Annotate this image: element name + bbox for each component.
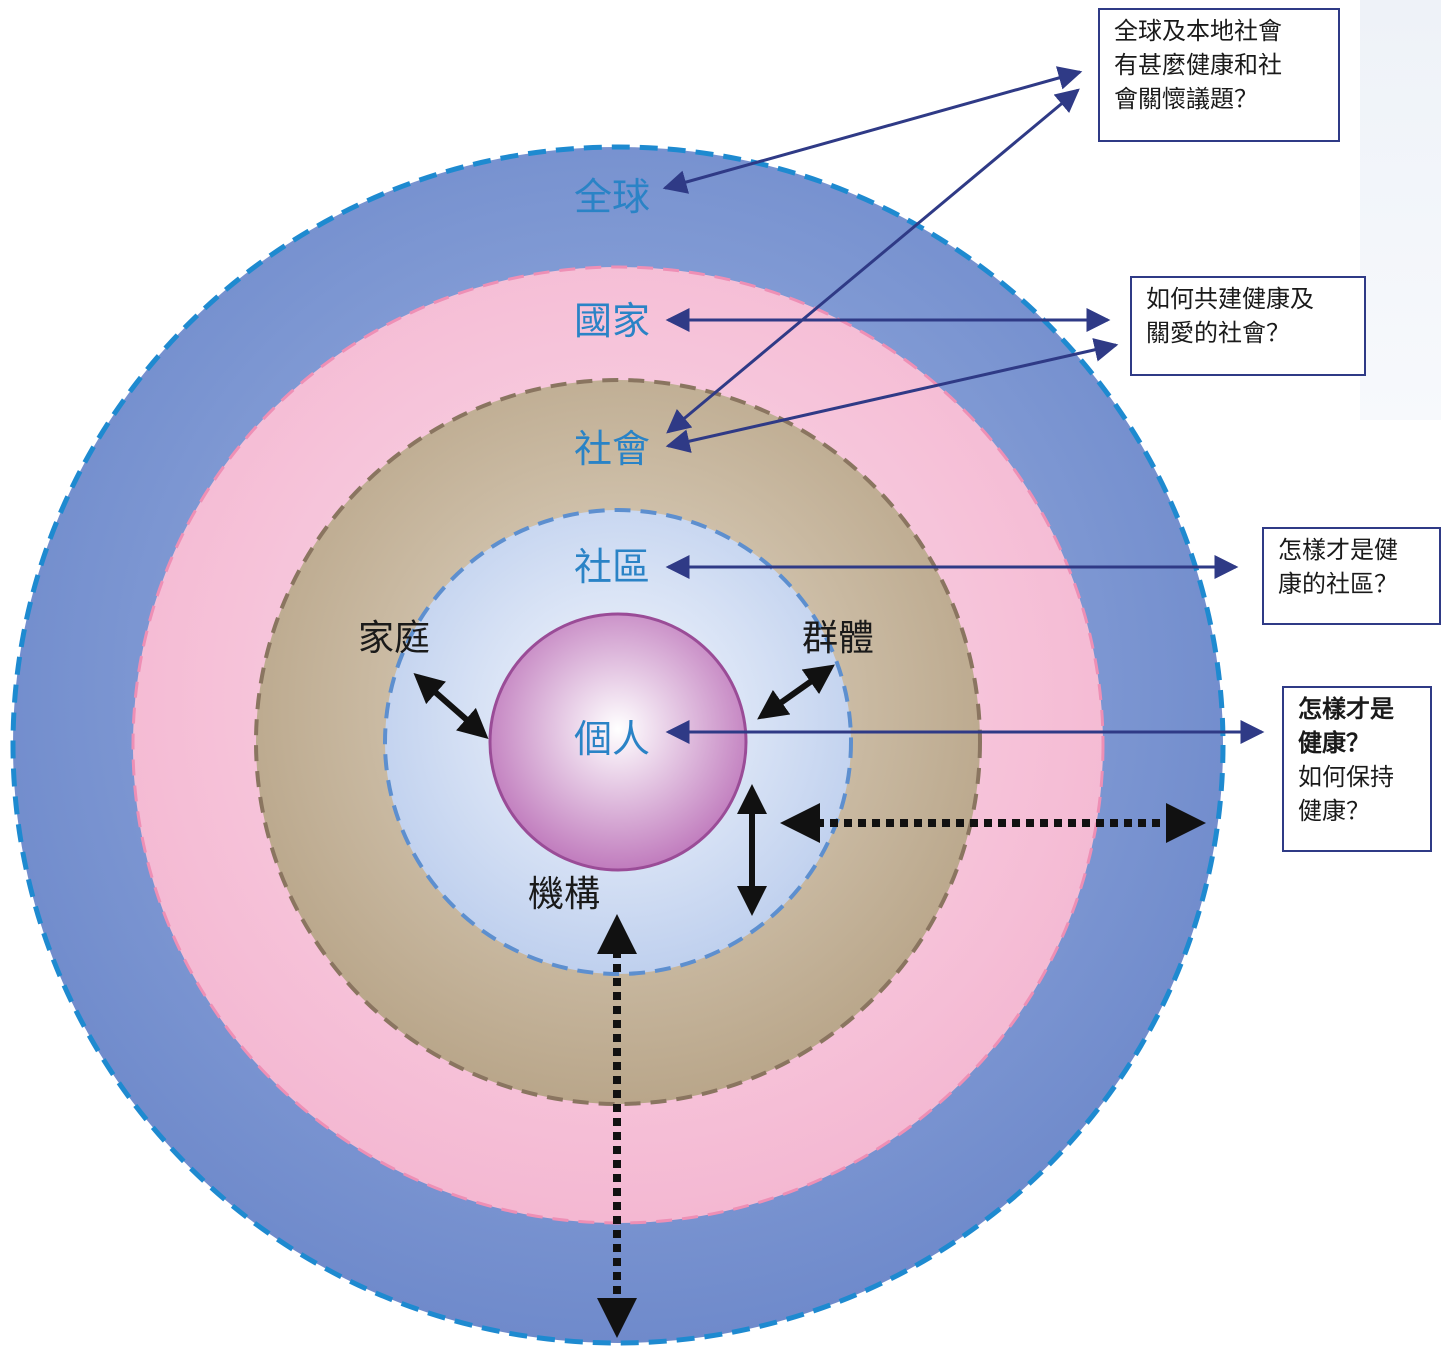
- arrow-group-individual: [757, 664, 835, 720]
- ring-label-society: 社會: [574, 427, 650, 471]
- ring-label-global: 全球: [574, 175, 650, 219]
- relation-label-family: 家庭: [358, 618, 430, 659]
- question-line: 怎樣才是健: [1278, 536, 1398, 564]
- question-box-build-society: 如何共建健康及 關愛的社會？: [1130, 276, 1366, 376]
- question-box-global-issues: 全球及本地社會 有甚麼健康和社 會關懷議題？: [1098, 8, 1340, 142]
- ring-label-national: 國家: [574, 299, 650, 343]
- arrow-family-individual: [413, 673, 489, 739]
- background-panel: [1360, 0, 1441, 420]
- question-line-bold: 健康？: [1298, 729, 1370, 757]
- relation-label-group: 群體: [802, 618, 874, 659]
- question-line: 有甚麼健康和社: [1114, 51, 1282, 79]
- question-line-bold: 怎樣才是: [1298, 695, 1394, 723]
- relation-label-institution: 機構: [528, 874, 600, 915]
- question-box-personal-health: 怎樣才是 健康？ 如何保持 健康？: [1282, 686, 1432, 852]
- ring-label-individual: 個人: [574, 717, 650, 761]
- question-line: 關愛的社會？: [1146, 319, 1290, 347]
- question-line: 會關懷議題？: [1114, 85, 1258, 113]
- question-line: 如何保持: [1298, 763, 1394, 791]
- question-line: 健康？: [1298, 797, 1370, 825]
- question-line: 康的社區？: [1278, 570, 1398, 598]
- question-box-healthy-community: 怎樣才是健 康的社區？: [1262, 527, 1441, 625]
- ring-label-community: 社區: [574, 545, 650, 589]
- arrow-society-to-build: [665, 338, 1119, 453]
- arrow-global-to-issues: [662, 66, 1083, 194]
- question-line: 全球及本地社會: [1114, 17, 1282, 45]
- question-line: 如何共建健康及: [1146, 285, 1314, 313]
